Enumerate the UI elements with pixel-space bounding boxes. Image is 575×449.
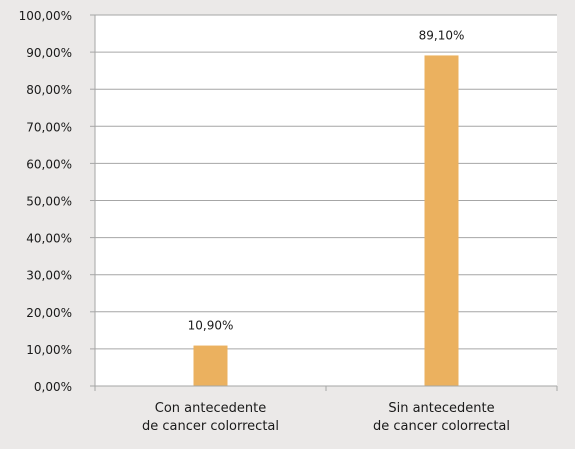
- x-category-label: de cancer colorrectal: [373, 419, 510, 434]
- gridlines: [95, 14, 557, 387]
- y-tick-label: 10,00%: [26, 343, 72, 357]
- y-tick-label: 50,00%: [26, 195, 72, 209]
- y-tick-label: 80,00%: [26, 83, 72, 97]
- x-category-label: Con antecedente: [155, 401, 266, 416]
- data-label: 10,90%: [188, 319, 234, 333]
- data-labels: 10,90% 89,10%: [188, 28, 465, 332]
- x-category-label: Sin antecedente: [388, 401, 494, 416]
- y-tick-label: 100,00%: [19, 9, 72, 23]
- x-category-label: de cancer colorrectal: [142, 419, 279, 434]
- y-tick-label: 70,00%: [26, 120, 72, 134]
- bar: [424, 55, 459, 387]
- y-tick-label: 90,00%: [26, 46, 72, 60]
- y-axis: 0,00% 10,00% 20,00% 30,00% 40,00% 50,00% 60,00…: [19, 9, 96, 394]
- x-axis: Con antecedente de cancer colorrectal Sin …: [94, 385, 558, 434]
- bar: [193, 345, 228, 386]
- y-tick-label: 40,00%: [26, 232, 72, 246]
- y-tick-label: 20,00%: [26, 306, 72, 320]
- data-label: 89,10%: [419, 28, 465, 42]
- bars: [193, 55, 459, 387]
- y-tick-label: 60,00%: [26, 157, 72, 171]
- y-tick-label: 30,00%: [26, 269, 72, 283]
- y-tick-label: 0,00%: [34, 380, 72, 394]
